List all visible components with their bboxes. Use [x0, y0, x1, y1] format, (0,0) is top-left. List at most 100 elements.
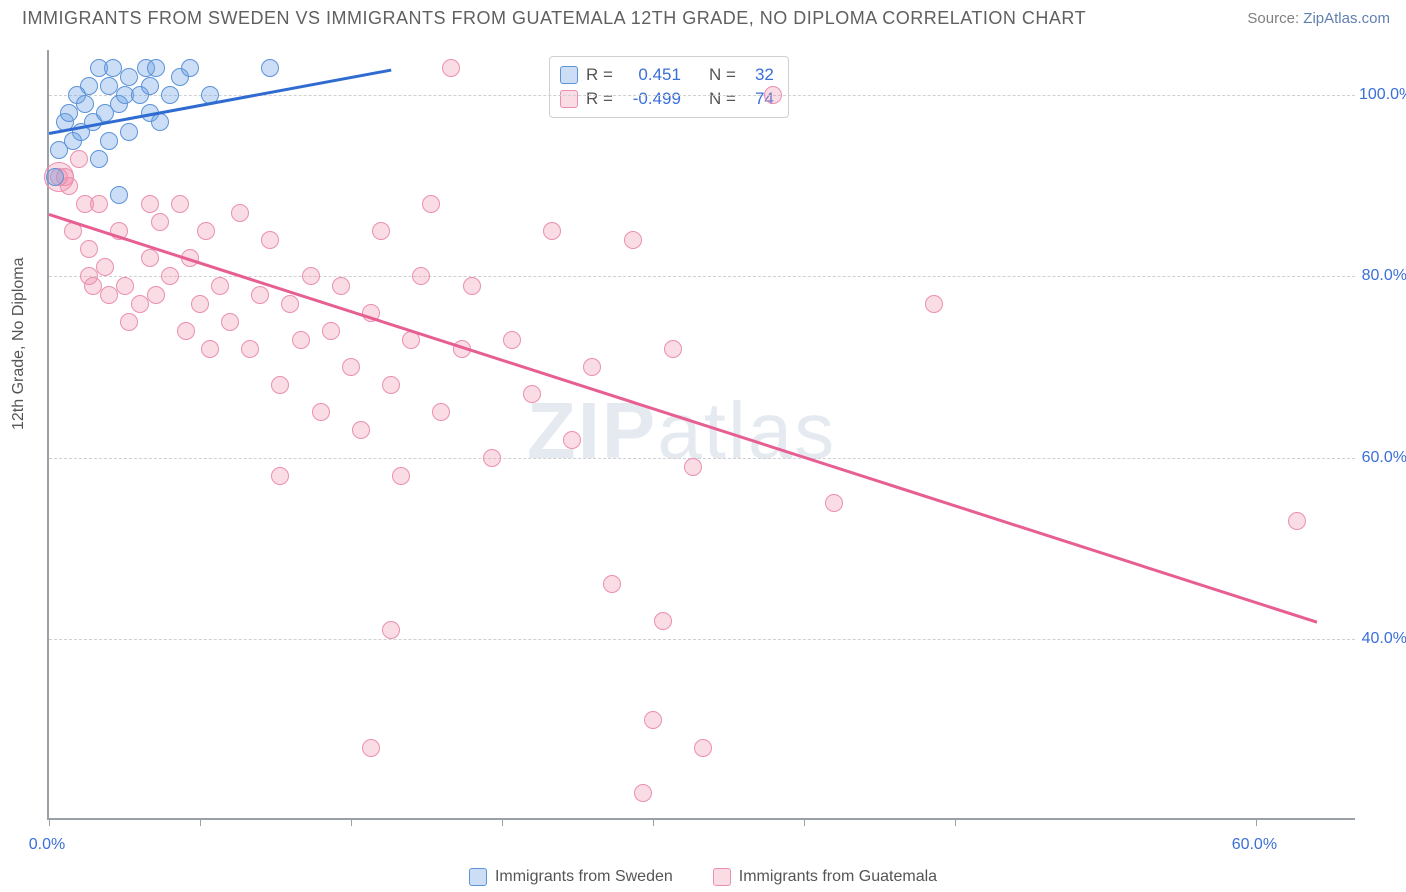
data-point-guatemala: [463, 277, 481, 295]
data-point-guatemala: [362, 739, 380, 757]
gridline: [49, 458, 1355, 459]
data-point-guatemala: [684, 458, 702, 476]
x-tick: [49, 818, 50, 826]
data-point-guatemala: [241, 340, 259, 358]
data-point-guatemala: [201, 340, 219, 358]
data-point-guatemala: [251, 286, 269, 304]
data-point-sweden: [46, 168, 64, 186]
data-point-guatemala: [151, 213, 169, 231]
data-point-guatemala: [583, 358, 601, 376]
data-point-guatemala: [563, 431, 581, 449]
data-point-guatemala: [332, 277, 350, 295]
y-tick-label: 80.0%: [1359, 267, 1406, 285]
data-point-guatemala: [147, 286, 165, 304]
x-tick: [955, 818, 956, 826]
gridline: [49, 639, 1355, 640]
data-point-guatemala: [543, 222, 561, 240]
data-point-guatemala: [372, 222, 390, 240]
data-point-guatemala: [442, 59, 460, 77]
data-point-guatemala: [764, 86, 782, 104]
data-point-guatemala: [281, 295, 299, 313]
data-point-guatemala: [432, 403, 450, 421]
data-point-guatemala: [825, 494, 843, 512]
data-point-guatemala: [382, 376, 400, 394]
data-point-guatemala: [664, 340, 682, 358]
swatch-sweden: [560, 66, 578, 84]
data-point-guatemala: [197, 222, 215, 240]
y-tick-label: 100.0%: [1359, 86, 1406, 104]
data-point-guatemala: [271, 467, 289, 485]
trend-line-sweden: [49, 68, 392, 134]
swatch-guatemala: [560, 90, 578, 108]
data-point-guatemala: [90, 195, 108, 213]
y-tick-label: 40.0%: [1359, 630, 1406, 648]
data-point-guatemala: [352, 421, 370, 439]
data-point-guatemala: [271, 376, 289, 394]
data-point-guatemala: [221, 313, 239, 331]
data-point-sweden: [60, 104, 78, 122]
data-point-guatemala: [322, 322, 340, 340]
x-tick: [200, 818, 201, 826]
data-point-guatemala: [302, 267, 320, 285]
data-point-guatemala: [634, 784, 652, 802]
series-legend: Immigrants from Sweden Immigrants from G…: [0, 868, 1406, 886]
swatch-guatemala-icon: [713, 868, 731, 886]
swatch-sweden-icon: [469, 868, 487, 886]
data-point-guatemala: [382, 621, 400, 639]
data-point-guatemala: [70, 150, 88, 168]
x-tick: [351, 818, 352, 826]
data-point-guatemala: [161, 267, 179, 285]
data-point-guatemala: [141, 249, 159, 267]
data-point-guatemala: [177, 322, 195, 340]
data-point-guatemala: [1288, 512, 1306, 530]
data-point-guatemala: [100, 286, 118, 304]
x-tick: [502, 818, 503, 826]
data-point-guatemala: [96, 258, 114, 276]
data-point-guatemala: [261, 231, 279, 249]
data-point-guatemala: [231, 204, 249, 222]
data-point-sweden: [80, 77, 98, 95]
source-attribution: Source: ZipAtlas.com: [1247, 10, 1390, 27]
data-point-sweden: [261, 59, 279, 77]
correlation-legend: R = 0.451 N = 32 R = -0.499 N = 74: [549, 56, 789, 118]
data-point-sweden: [181, 59, 199, 77]
data-point-sweden: [151, 113, 169, 131]
data-point-guatemala: [624, 231, 642, 249]
chart-title: IMMIGRANTS FROM SWEDEN VS IMMIGRANTS FRO…: [22, 8, 1086, 29]
data-point-sweden: [100, 132, 118, 150]
data-point-guatemala: [925, 295, 943, 313]
data-point-guatemala: [171, 195, 189, 213]
data-point-guatemala: [211, 277, 229, 295]
scatter-chart: ZIPatlas R = 0.451 N = 32 R = -0.499 N =…: [47, 50, 1355, 820]
data-point-guatemala: [116, 277, 134, 295]
y-tick-label: 60.0%: [1359, 449, 1406, 467]
data-point-guatemala: [412, 267, 430, 285]
data-point-guatemala: [523, 385, 541, 403]
data-point-guatemala: [503, 331, 521, 349]
data-point-guatemala: [392, 467, 410, 485]
data-point-guatemala: [603, 575, 621, 593]
data-point-guatemala: [312, 403, 330, 421]
x-tick-label: 60.0%: [1232, 836, 1277, 854]
data-point-guatemala: [342, 358, 360, 376]
legend-item-sweden: Immigrants from Sweden: [469, 868, 673, 886]
data-point-guatemala: [131, 295, 149, 313]
data-point-guatemala: [292, 331, 310, 349]
data-point-guatemala: [422, 195, 440, 213]
x-tick-label: 0.0%: [29, 836, 65, 854]
x-tick: [804, 818, 805, 826]
trend-line-guatemala: [49, 213, 1318, 623]
data-point-sweden: [76, 95, 94, 113]
data-point-sweden: [147, 59, 165, 77]
data-point-sweden: [120, 123, 138, 141]
legend-row-guatemala: R = -0.499 N = 74: [560, 87, 774, 111]
data-point-guatemala: [483, 449, 501, 467]
x-tick: [653, 818, 654, 826]
data-point-sweden: [110, 186, 128, 204]
data-point-guatemala: [120, 313, 138, 331]
data-point-guatemala: [694, 739, 712, 757]
y-axis-title: 12th Grade, No Diploma: [10, 257, 28, 430]
data-point-guatemala: [644, 711, 662, 729]
data-point-guatemala: [654, 612, 672, 630]
data-point-sweden: [141, 77, 159, 95]
